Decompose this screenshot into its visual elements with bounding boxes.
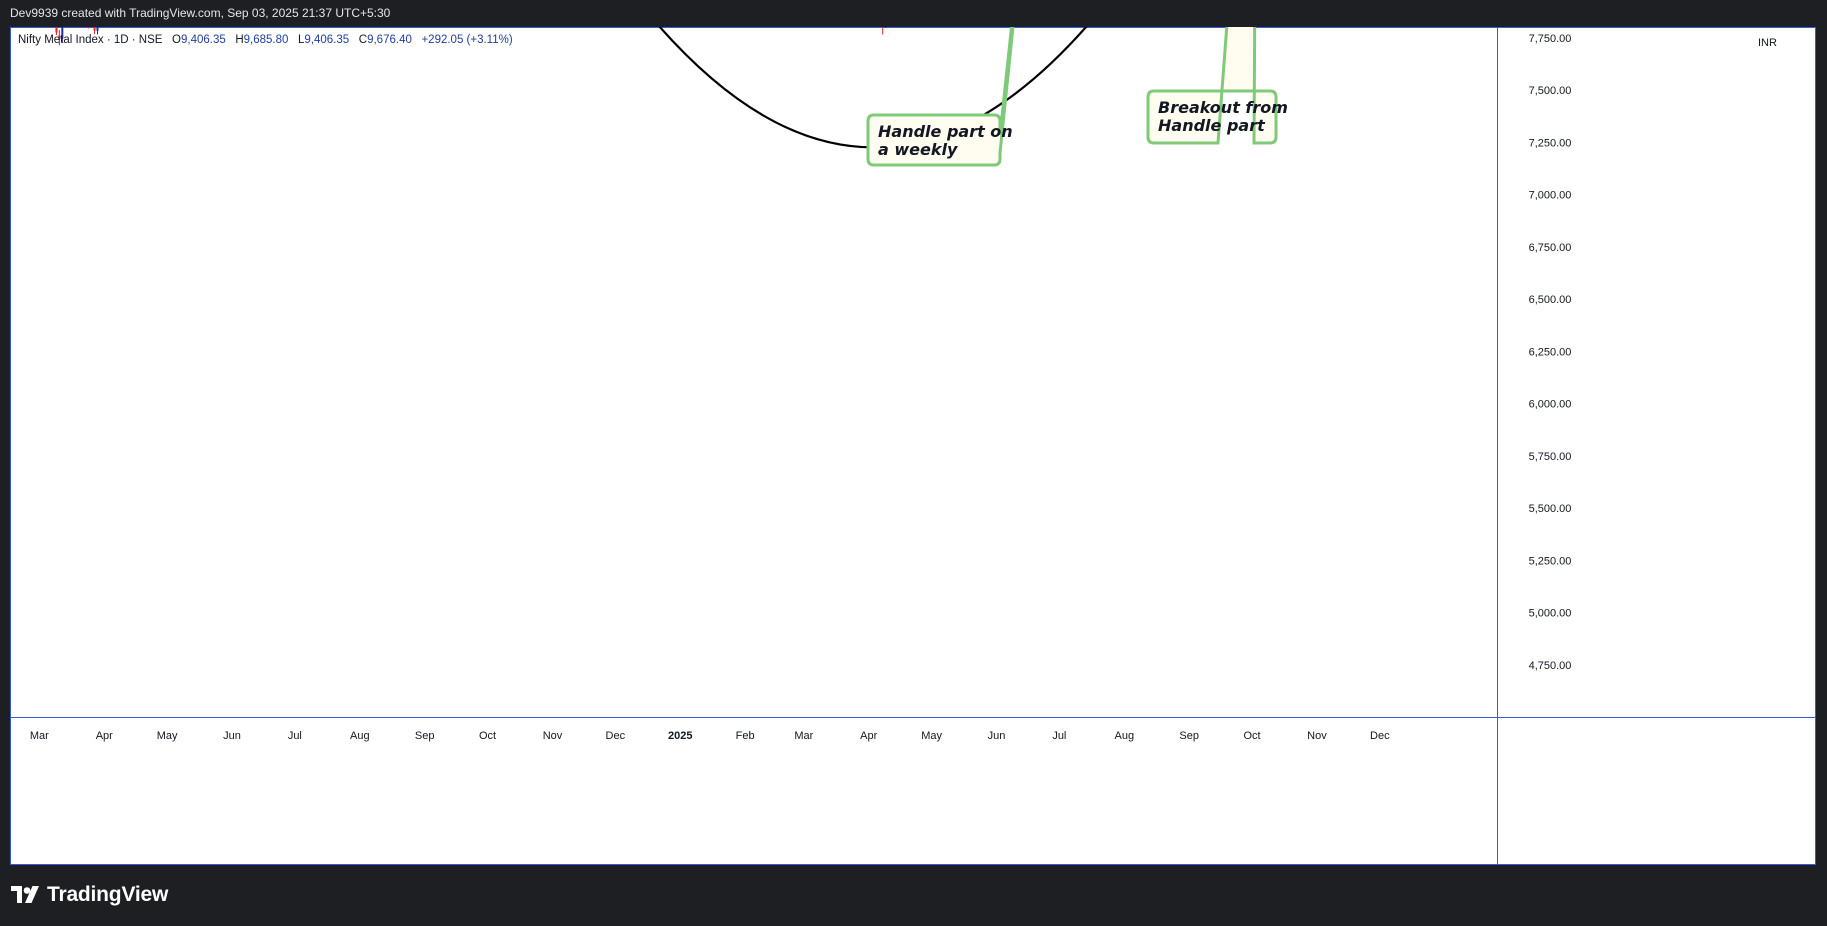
time-tick-label: Nov <box>543 730 563 742</box>
high-value: 9,685.80 <box>243 34 289 46</box>
tradingview-logo[interactable]: TradingView <box>11 883 168 907</box>
candle-up <box>61 27 64 39</box>
price-tick-label: 6,750.00 <box>1529 242 1572 254</box>
candles-layer <box>55 27 887 46</box>
symbol-legend: Nifty Metal Index · 1D · NSE O9,406.35 H… <box>18 34 513 46</box>
chart-credit-bar: Dev9939 created with TradingView.com, Se… <box>0 0 1827 27</box>
change-value: +292.05 (+3.11%) <box>421 34 513 46</box>
callout-text-line: Breakout from <box>1158 98 1288 117</box>
time-tick-label: Dec <box>606 730 626 742</box>
tradingview-logo-icon <box>11 886 39 903</box>
time-tick-label: Dec <box>1370 730 1390 742</box>
time-tick-label: Jun <box>988 730 1006 742</box>
time-tick-label: Apr <box>96 730 113 742</box>
time-tick-label: Jul <box>1052 730 1066 742</box>
candle-down <box>55 27 58 33</box>
chart-credit: Dev9939 created with TradingView.com, Se… <box>10 6 391 20</box>
callout-text-line: Handle part <box>1158 116 1266 135</box>
time-tick-label: Oct <box>479 730 496 742</box>
candle-down <box>58 35 61 40</box>
time-tick-label: Feb <box>736 730 755 742</box>
time-tick-label: Mar <box>794 730 813 742</box>
callout-handle-weekly: Handle part ona weekly <box>866 27 1015 167</box>
price-tick-label: 6,500.00 <box>1529 294 1572 306</box>
chart-border <box>10 27 1816 865</box>
price-tick-label: 5,000.00 <box>1529 608 1572 620</box>
close-label: C <box>358 34 368 46</box>
time-tick-label: Apr <box>860 730 877 742</box>
time-tick-label: Oct <box>1243 730 1260 742</box>
chart-outer-border <box>10 27 1816 865</box>
time-tick-label: Aug <box>350 730 370 742</box>
high-label: H <box>235 34 244 46</box>
price-axis[interactable]: 10,750.0010,500.0010,250.0010,000.009,75… <box>1498 27 1574 672</box>
candle-down <box>93 27 96 31</box>
open-label: O <box>172 34 181 46</box>
price-tick-label: 6,250.00 <box>1529 346 1572 358</box>
currency-label[interactable]: INR <box>1758 37 1777 49</box>
callout-bubble <box>866 27 1015 167</box>
time-tick-label: Sep <box>1179 730 1199 742</box>
bottom-bar: TradingView <box>0 865 1827 926</box>
candle-up <box>96 27 99 31</box>
price-tick-label: 7,500.00 <box>1529 85 1572 97</box>
price-tick-label: 7,250.00 <box>1529 137 1572 149</box>
time-tick-label: May <box>157 730 178 742</box>
symbol-label: Nifty Metal Index · 1D · NSE <box>18 34 163 46</box>
price-tick-label: 7,000.00 <box>1529 190 1572 202</box>
time-tick-label: Jun <box>223 730 241 742</box>
price-tick-label: 7,750.00 <box>1529 33 1572 45</box>
time-tick-label: Jul <box>288 730 302 742</box>
time-tick-label: 2025 <box>668 730 692 742</box>
chart-frame[interactable]: Handle part on a weekly Breakout from Handl… <box>10 27 1816 865</box>
callout-bubble <box>1146 27 1278 145</box>
close-value: 9,676.40 <box>367 34 412 46</box>
callout-text-line: Handle part on <box>878 122 1013 141</box>
open-value: 9,406.35 <box>180 34 226 46</box>
price-tick-label: 5,500.00 <box>1529 503 1572 515</box>
brand-name: TradingView <box>47 883 169 906</box>
callout-text-line: a weekly <box>878 140 958 159</box>
time-tick-label: Nov <box>1307 730 1327 742</box>
time-axis[interactable]: Mar Apr May Jun Jul Aug Sep Oct Nov Dec 2025 Feb Mar… <box>30 730 1390 742</box>
time-tick-label: May <box>921 730 942 742</box>
low-label: L <box>298 34 305 46</box>
low-value: 9,406.35 <box>304 34 350 46</box>
price-tick-label: 6,000.00 <box>1529 399 1572 411</box>
price-tick-label: 5,750.00 <box>1529 451 1572 463</box>
price-tick-label: 5,250.00 <box>1529 555 1572 567</box>
time-tick-label: Sep <box>415 730 435 742</box>
time-tick-label: Aug <box>1114 730 1134 742</box>
time-tick-label: Mar <box>30 730 49 742</box>
price-tick-label: 4,750.00 <box>1529 660 1572 672</box>
